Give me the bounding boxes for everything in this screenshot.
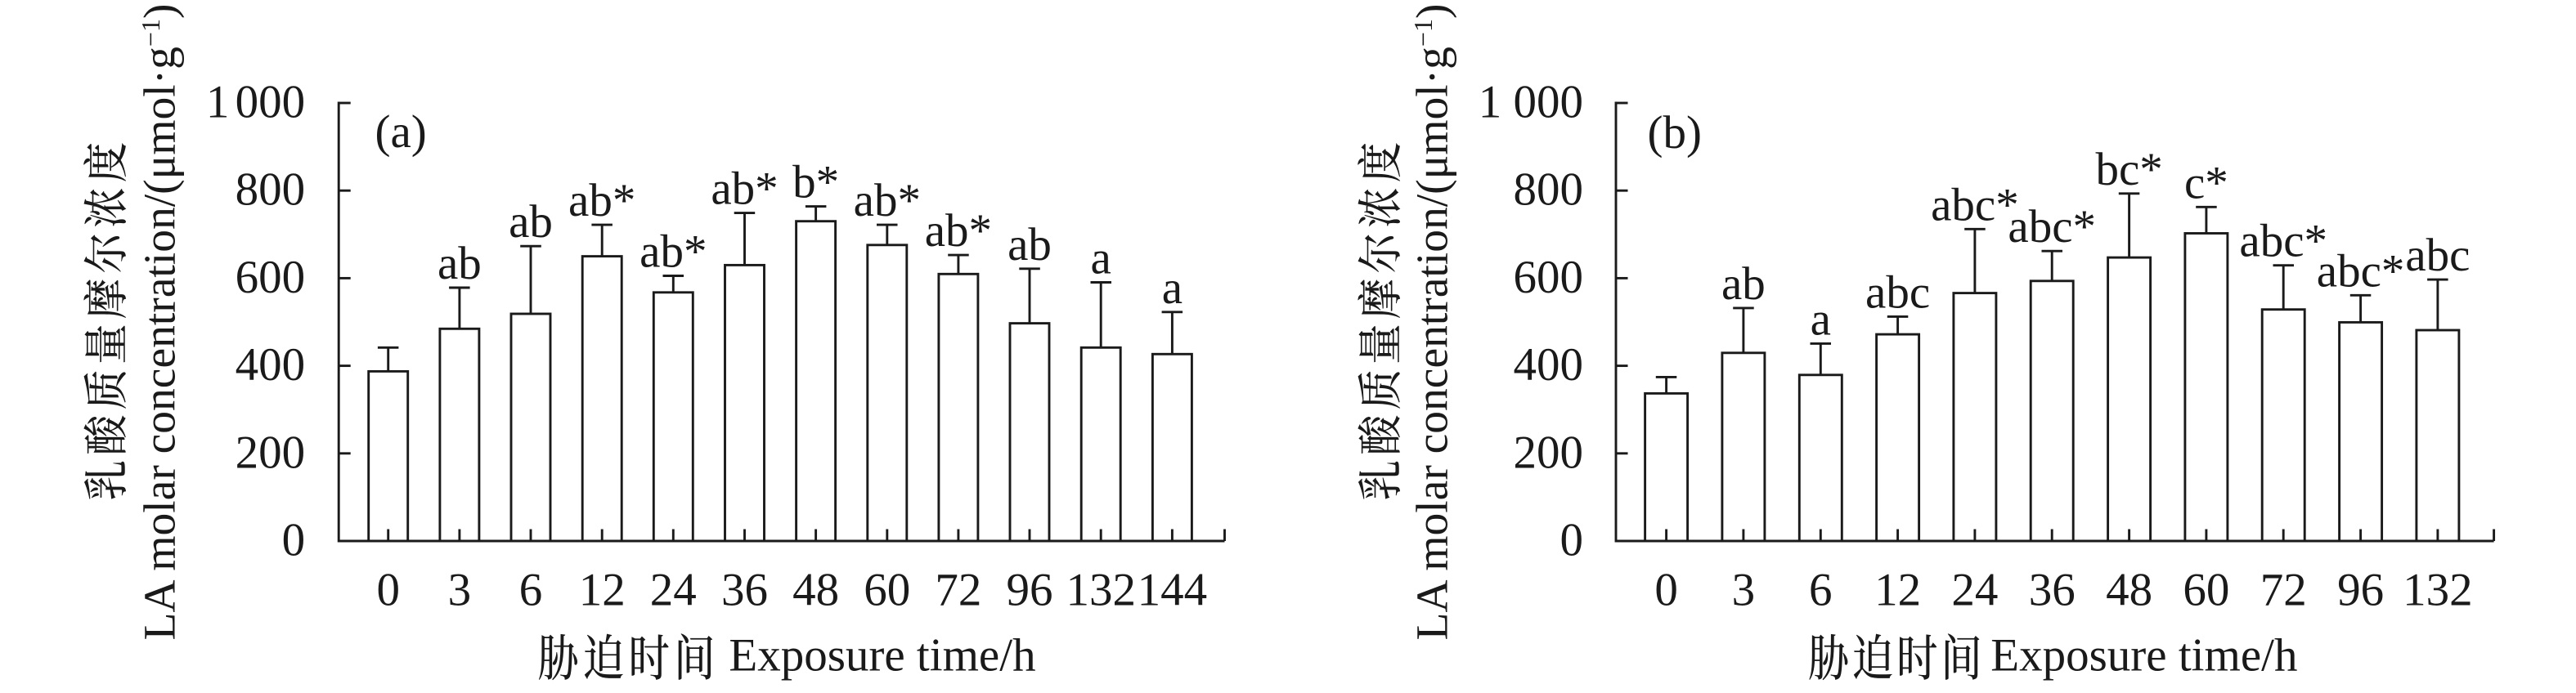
svg-text:800: 800	[1514, 164, 1584, 216]
svg-text:LA molar concentration/(μmol·g: LA molar concentration/(μmol·g−1)	[1408, 4, 1458, 641]
svg-text:abc*: abc*	[2317, 245, 2405, 297]
svg-text:ab*: ab*	[925, 205, 992, 257]
svg-text:ab*: ab*	[854, 175, 921, 226]
svg-text:0: 0	[376, 565, 400, 616]
svg-text:1 000: 1 000	[206, 77, 305, 128]
svg-text:a: a	[1811, 293, 1831, 345]
svg-text:ab*: ab*	[640, 226, 707, 278]
svg-text:36: 36	[2029, 565, 2076, 616]
svg-text:abc*: abc*	[2239, 216, 2327, 267]
svg-text:800: 800	[236, 164, 306, 216]
svg-text:600: 600	[1514, 252, 1584, 303]
svg-text:Exposure time/h: Exposure time/h	[729, 630, 1035, 682]
svg-text:6: 6	[1809, 565, 1833, 616]
svg-text:abc: abc	[2405, 230, 2470, 281]
svg-text:b*: b*	[792, 157, 839, 208]
svg-text:c*: c*	[2184, 157, 2228, 208]
svg-text:36: 36	[721, 565, 768, 616]
svg-text:0: 0	[1654, 565, 1678, 616]
svg-text:Exposure time/h: Exposure time/h	[1990, 630, 2297, 682]
svg-text:a: a	[1162, 262, 1183, 314]
svg-text:ab*: ab*	[711, 163, 778, 215]
svg-text:ab*: ab*	[568, 175, 635, 226]
svg-text:144: 144	[1138, 565, 1208, 616]
svg-text:3: 3	[1732, 565, 1756, 616]
svg-text:(b): (b)	[1648, 107, 1702, 159]
svg-text:96: 96	[2337, 565, 2384, 616]
svg-text:abc*: abc*	[2008, 201, 2096, 253]
svg-text:60: 60	[2183, 565, 2229, 616]
svg-text:200: 200	[236, 427, 306, 478]
svg-text:24: 24	[650, 565, 697, 616]
svg-text:6: 6	[519, 565, 543, 616]
svg-text:ab: ab	[1008, 219, 1052, 270]
svg-text:72: 72	[935, 565, 981, 616]
svg-text:abc: abc	[1865, 266, 1930, 318]
svg-text:0: 0	[1560, 515, 1584, 566]
svg-text:a: a	[1091, 233, 1111, 284]
svg-text:132: 132	[1066, 565, 1136, 616]
svg-text:3: 3	[448, 565, 472, 616]
svg-text:12: 12	[1874, 565, 1921, 616]
svg-text:96: 96	[1007, 565, 1053, 616]
svg-text:200: 200	[1514, 427, 1584, 478]
svg-text:60: 60	[864, 565, 910, 616]
svg-text:48: 48	[2106, 565, 2152, 616]
svg-text:48: 48	[792, 565, 839, 616]
svg-text:ab: ab	[438, 238, 482, 289]
svg-text:0: 0	[282, 515, 306, 566]
svg-text:abc*: abc*	[1931, 179, 2019, 230]
svg-text:ab: ab	[509, 196, 553, 248]
svg-text:24: 24	[1951, 565, 1998, 616]
svg-text:12: 12	[579, 565, 626, 616]
svg-text:LA molar concentration/(μmol·g: LA molar concentration/(μmol·g−1)	[136, 4, 186, 641]
svg-text:ab: ab	[1721, 258, 1766, 310]
svg-text:400: 400	[1514, 339, 1584, 391]
svg-text:600: 600	[236, 252, 306, 303]
svg-text:(a): (a)	[375, 106, 427, 158]
svg-text:bc*: bc*	[2095, 144, 2162, 195]
svg-text:72: 72	[2260, 565, 2307, 616]
svg-text:132: 132	[2403, 565, 2473, 616]
svg-text:400: 400	[236, 339, 306, 391]
svg-text:1 000: 1 000	[1479, 77, 1583, 128]
